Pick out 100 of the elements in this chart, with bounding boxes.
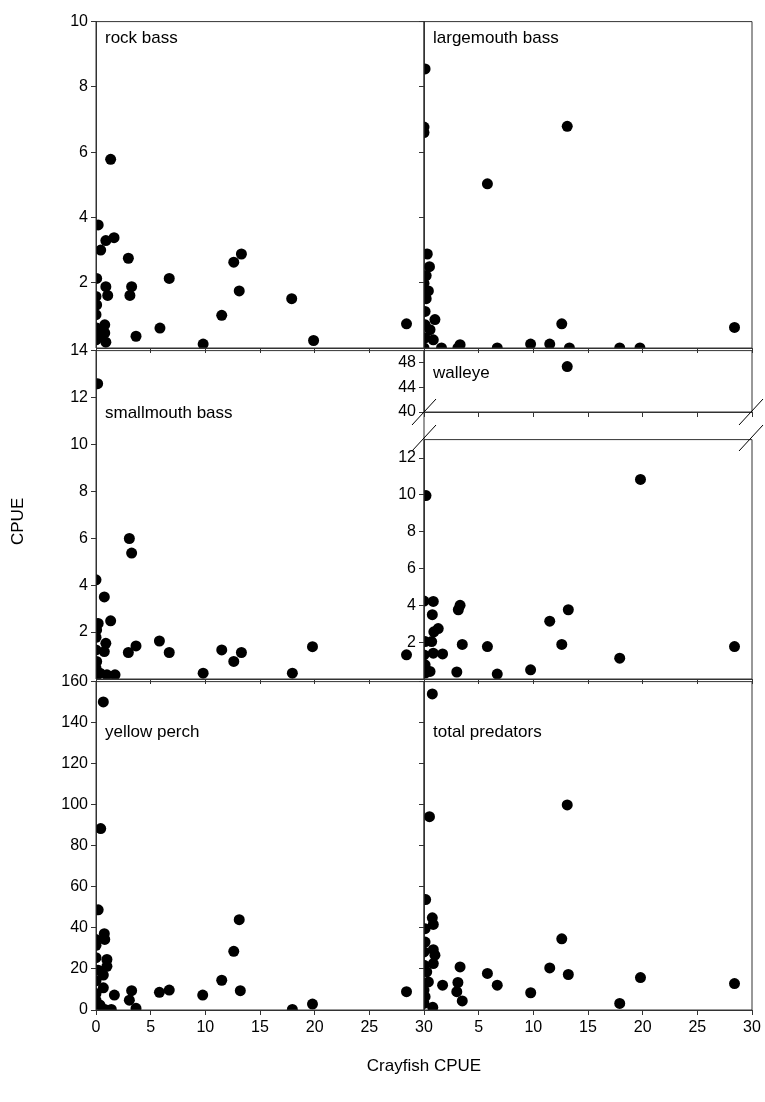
- point: [427, 647, 439, 659]
- x-tick-label: 5: [146, 1018, 156, 1036]
- point: [634, 972, 646, 984]
- point: [153, 986, 165, 998]
- y-tick-label: 2: [79, 273, 89, 291]
- point: [424, 811, 435, 823]
- point: [614, 997, 626, 1009]
- point: [105, 153, 117, 165]
- point: [130, 330, 142, 342]
- point: [452, 977, 464, 988]
- point: [98, 646, 110, 658]
- point: [123, 532, 135, 544]
- point: [561, 799, 573, 811]
- point: [634, 473, 646, 485]
- text: total predators: [433, 721, 542, 741]
- point: [163, 646, 175, 658]
- point: [729, 641, 741, 653]
- point: [163, 272, 175, 284]
- point: [429, 314, 441, 326]
- point: [126, 985, 138, 997]
- point: [163, 984, 175, 996]
- y-tick-label: 120: [61, 754, 89, 772]
- y-tick-label: 12: [398, 448, 417, 466]
- point: [96, 244, 107, 256]
- y-tick-label: 12: [70, 387, 89, 405]
- point: [562, 968, 574, 980]
- point: [102, 289, 114, 301]
- y-tick-label: 14: [70, 341, 89, 359]
- x-tick-label: 0: [91, 1018, 101, 1036]
- y-tick-label: 6: [407, 558, 417, 576]
- x-tick-label: 15: [251, 1018, 269, 1036]
- y-tick-label: 60: [70, 877, 89, 895]
- point: [124, 289, 136, 301]
- x-tick-label: 20: [305, 1018, 324, 1036]
- y-tick-label: 0: [79, 1000, 89, 1018]
- y-tick-label: 4: [407, 595, 417, 613]
- point: [228, 655, 240, 667]
- point: [228, 945, 240, 957]
- point: [216, 309, 228, 321]
- point: [544, 615, 556, 627]
- point: [401, 649, 413, 661]
- point: [308, 334, 320, 346]
- point: [233, 285, 245, 297]
- x-tick-label: 10: [196, 1018, 215, 1036]
- y-tick-label: 8: [407, 522, 417, 540]
- y-tick-label: 160: [61, 672, 89, 690]
- point: [561, 120, 573, 132]
- y-tick-label: 10: [70, 12, 89, 30]
- x-tick-label: 25: [360, 1018, 379, 1036]
- x-axis-title: Crayfish CPUE: [365, 1056, 483, 1076]
- point: [123, 994, 135, 1006]
- point: [197, 667, 209, 679]
- point: [454, 961, 466, 973]
- point: [108, 989, 120, 1001]
- point: [525, 987, 537, 999]
- y-tick-label: 8: [79, 481, 89, 499]
- y-tick-label: 6: [79, 142, 89, 160]
- point: [491, 979, 503, 991]
- point: [451, 666, 463, 678]
- point: [481, 178, 493, 190]
- x-tick-label: 15: [579, 1018, 597, 1036]
- x-tick-label: 5: [474, 1018, 484, 1036]
- point: [97, 696, 109, 708]
- chart-title: rock bass: [105, 27, 178, 47]
- y-tick-label: 4: [79, 207, 89, 225]
- y-tick-label: 140: [61, 713, 89, 731]
- point: [126, 547, 138, 559]
- point: [153, 635, 165, 647]
- y-tick-label: 44: [398, 377, 417, 395]
- point: [451, 986, 463, 998]
- y-tick-label: 48: [398, 353, 417, 371]
- point: [100, 235, 112, 247]
- point: [437, 979, 449, 991]
- point: [197, 338, 209, 348]
- y-tick-label: 40: [70, 918, 89, 936]
- point: [122, 252, 134, 264]
- point: [452, 604, 464, 616]
- x-tick-label: 20: [633, 1018, 652, 1036]
- text: smallmouth bass: [105, 402, 233, 422]
- point: [556, 318, 568, 330]
- point: [126, 281, 138, 293]
- y-tick-label: 80: [70, 836, 89, 854]
- point: [556, 638, 568, 650]
- point: [556, 933, 568, 945]
- point: [233, 914, 245, 926]
- y-tick-label: 40: [398, 402, 417, 420]
- point: [481, 641, 493, 653]
- y-tick-label: 10: [70, 434, 89, 452]
- point: [105, 615, 117, 627]
- point: [437, 648, 449, 660]
- text: yellow perch: [105, 721, 200, 741]
- point: [228, 256, 240, 268]
- point: [428, 626, 440, 638]
- chart-title: largemouth bass: [433, 27, 559, 47]
- point: [491, 668, 503, 679]
- point: [456, 995, 468, 1007]
- point: [427, 595, 439, 607]
- point: [456, 638, 468, 650]
- point: [286, 667, 298, 679]
- point: [216, 974, 228, 986]
